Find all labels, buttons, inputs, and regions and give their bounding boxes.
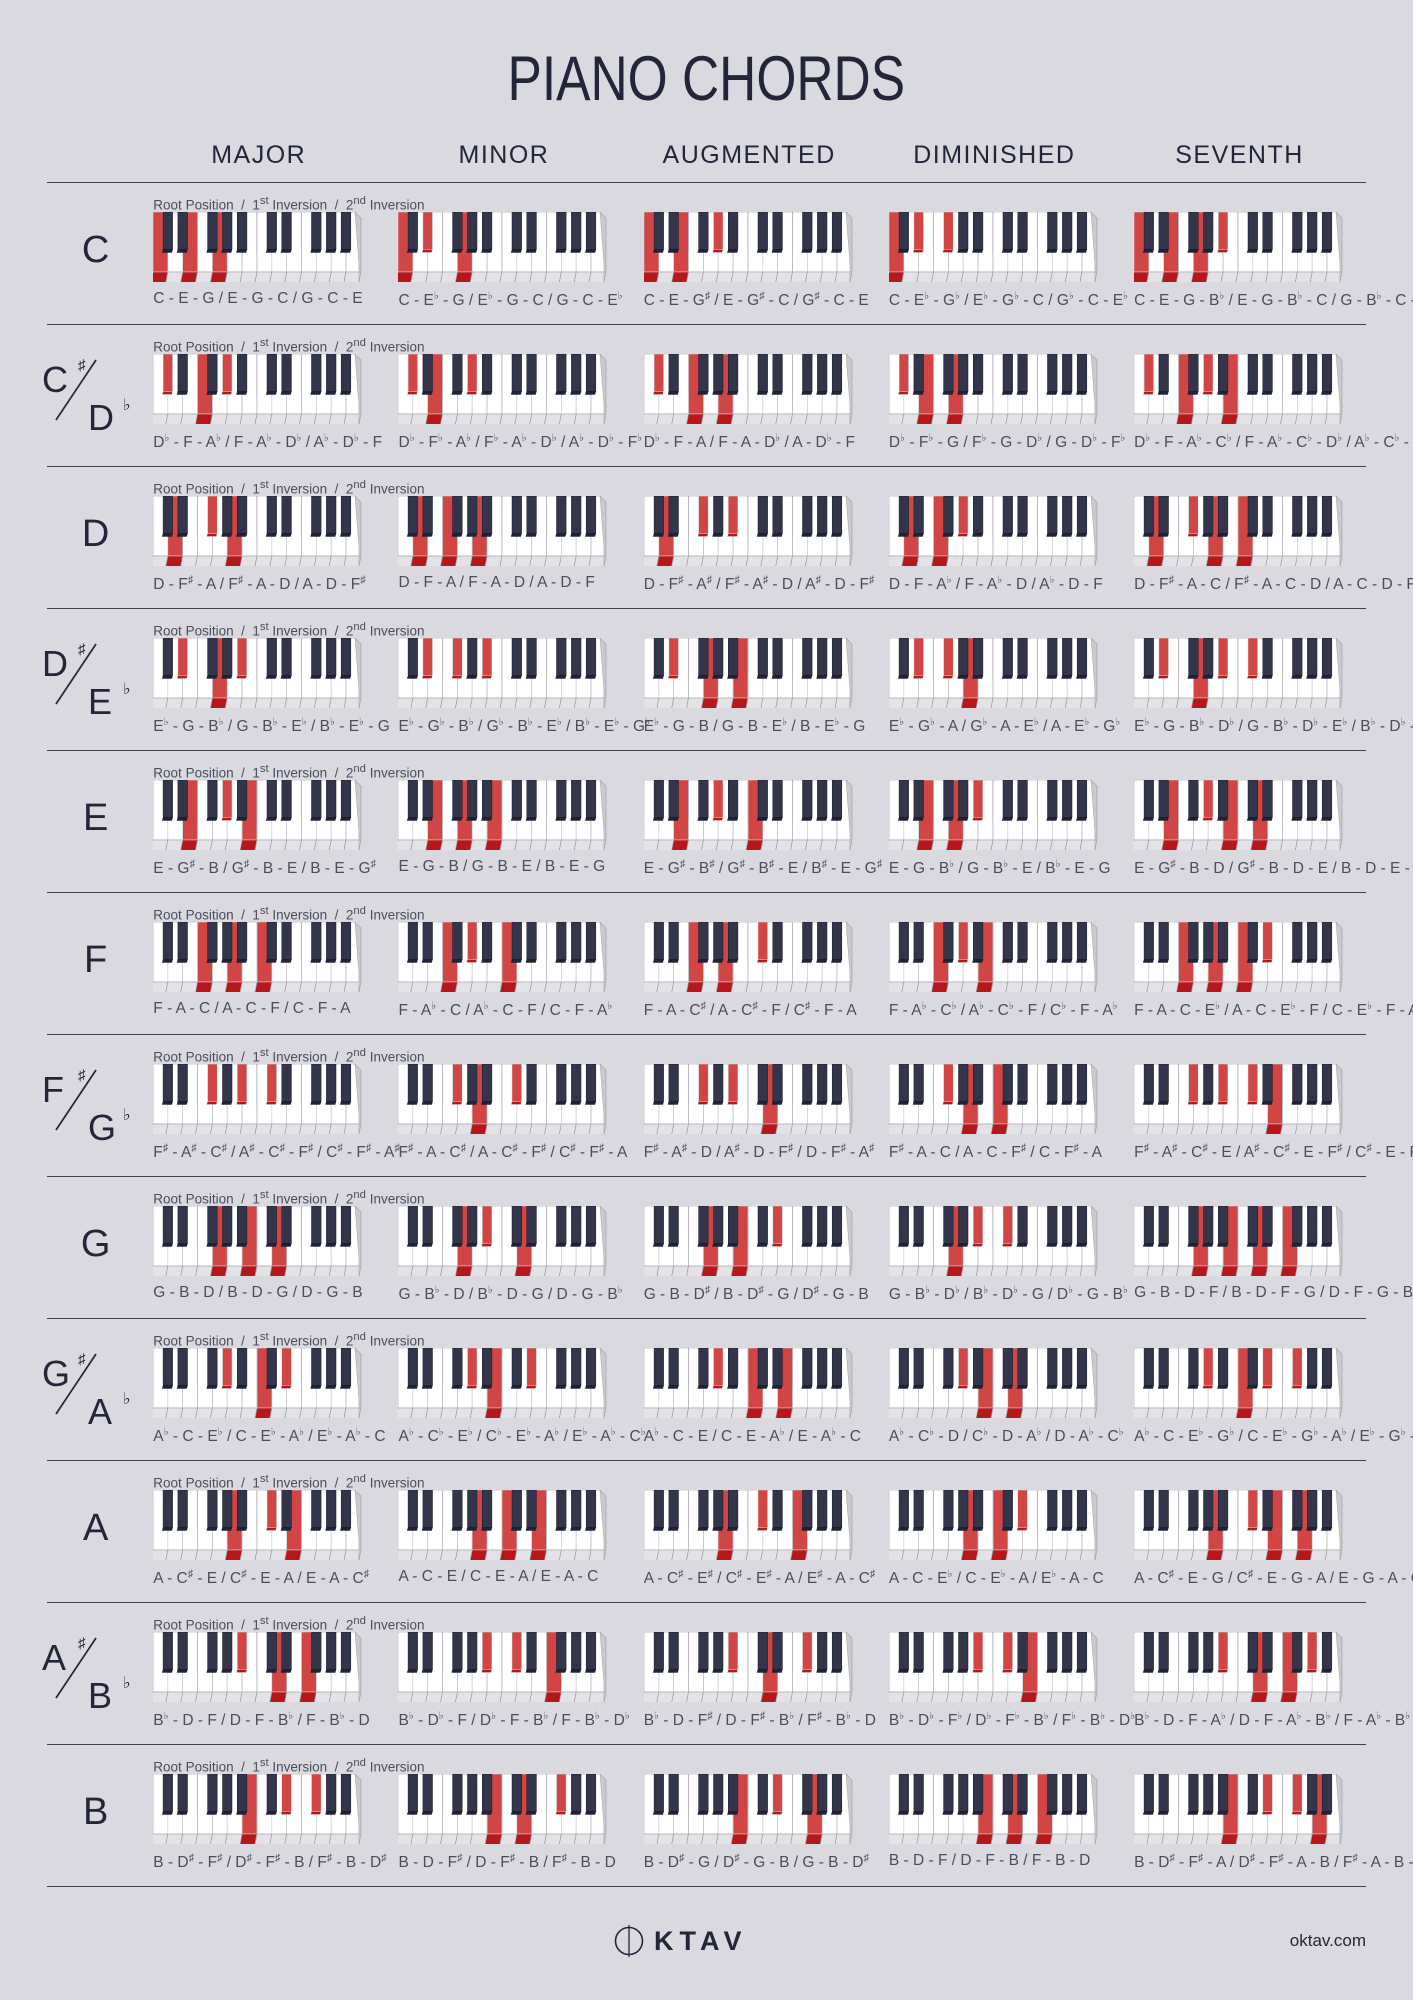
svg-text:♭: ♭ xyxy=(123,1675,131,1692)
svg-text:♭: ♭ xyxy=(123,397,131,414)
svg-text:G: G xyxy=(88,1107,116,1146)
svg-text:G: G xyxy=(42,1353,70,1394)
svg-text:C: C xyxy=(42,359,68,400)
svg-text:D: D xyxy=(88,397,114,436)
svg-text:♯: ♯ xyxy=(78,1351,86,1368)
svg-text:KTAV: KTAV xyxy=(654,1926,748,1956)
svg-text:♯: ♯ xyxy=(78,357,86,374)
svg-text:A: A xyxy=(42,1637,66,1678)
svg-text:A: A xyxy=(88,1391,112,1430)
svg-text:E: E xyxy=(88,681,112,720)
svg-text:♯: ♯ xyxy=(78,1067,86,1084)
svg-text:F: F xyxy=(42,1069,64,1110)
svg-text:♭: ♭ xyxy=(123,1107,131,1124)
svg-text:♭: ♭ xyxy=(123,1391,131,1408)
svg-text:♯: ♯ xyxy=(78,641,86,658)
svg-text:B: B xyxy=(88,1675,112,1714)
svg-text:♯: ♯ xyxy=(78,1635,86,1652)
svg-text:♭: ♭ xyxy=(123,681,131,698)
svg-text:D: D xyxy=(42,643,68,684)
